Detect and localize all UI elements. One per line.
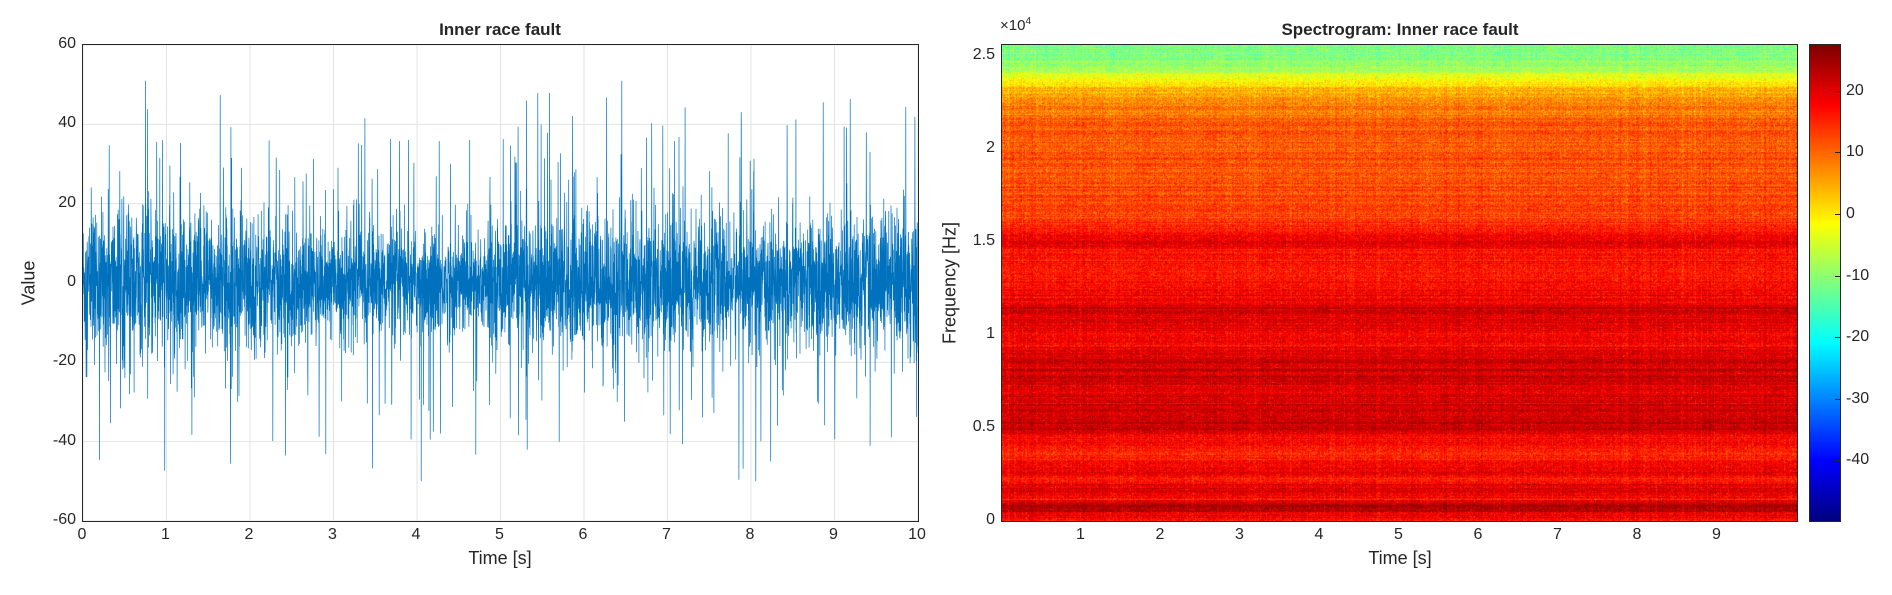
spectrogram-x-tick-label: 6 (1473, 526, 1483, 543)
signal-y-label: Value (18, 260, 39, 306)
y-tick-label: 60 (58, 35, 76, 52)
colorbar-tick-label: -10 (1846, 266, 1870, 284)
x-tick-label: 10 (908, 526, 926, 543)
spectrogram-x-tick-label: 7 (1553, 526, 1562, 543)
spectrogram-y-tick-label: 0.5 (972, 418, 995, 436)
spectrogram-axes (1001, 44, 1798, 522)
signal-svg (83, 45, 918, 521)
spectrogram-y-tick-label: 1 (986, 325, 995, 343)
x-tick-label: 4 (411, 526, 421, 543)
y-tick-label: -60 (52, 511, 76, 528)
colorbar-tick-mark (1835, 152, 1840, 154)
x-tick-label: 3 (328, 526, 337, 543)
x-tick-label: 8 (745, 526, 755, 543)
spectrogram-x-tick-label: 5 (1394, 526, 1403, 543)
colorbar-tick-mark (1835, 213, 1840, 215)
spectrogram-x-tick-label: 2 (1155, 526, 1165, 543)
x-tick-label: 7 (662, 526, 671, 543)
colorbar-tick-mark (1835, 90, 1840, 92)
spectrogram-x-tick-label: 1 (1076, 526, 1085, 543)
colorbar-tick-label: -30 (1846, 389, 1870, 407)
spectrogram-y-tick-label: 1.5 (972, 232, 995, 250)
spectrogram-title: Spectrogram: Inner race fault (1281, 20, 1519, 39)
colorbar-tick-mark (1835, 460, 1840, 462)
x-tick-label: 1 (161, 526, 170, 543)
x-tick-label: 2 (244, 526, 254, 543)
colorbar (1809, 44, 1841, 522)
spectrogram-y-tick-label: 2.5 (972, 46, 995, 64)
spectrogram-x-tick-label: 9 (1712, 526, 1721, 543)
colorbar-tick-label: -40 (1846, 451, 1870, 469)
signal-line (83, 80, 918, 482)
colorbar-tick-mark (1835, 398, 1840, 400)
colorbar-tick-label: 10 (1846, 143, 1864, 161)
spectrogram-x-tick-label: 4 (1314, 526, 1324, 543)
colorbar-tick-label: -20 (1846, 328, 1870, 346)
signal-plot-title: Inner race fault (439, 20, 561, 39)
colorbar-tick-mark (1835, 275, 1840, 277)
spectrogram-x-tick-label: 3 (1235, 526, 1244, 543)
x-tick-label: 6 (578, 526, 588, 543)
y-exponent-power: 4 (1025, 16, 1032, 27)
y-tick-label: 40 (58, 114, 76, 132)
colorbar-tick-label: 0 (1846, 204, 1855, 222)
y-tick-label: 0 (67, 273, 76, 290)
spectrogram-x-label: Time [s] (1368, 548, 1432, 568)
x-tick-label: 0 (77, 526, 87, 543)
y-tick-label: 20 (58, 193, 76, 211)
spectrogram-x-tick-label: 8 (1632, 526, 1642, 543)
spectrogram-y-tick-label: 0 (986, 511, 995, 528)
signal-axes (82, 44, 919, 522)
spectrogram-y-label: Frequency [Hz] (939, 221, 960, 345)
x-tick-label: 5 (495, 526, 504, 543)
spectrogram-y-tick-label: 2 (986, 139, 995, 157)
y-tick-label: -20 (52, 352, 76, 370)
x-tick-label: 9 (829, 526, 838, 543)
y-tick-label: -40 (52, 431, 76, 449)
colorbar-tick-label: 20 (1846, 81, 1864, 99)
signal-x-label: Time [s] (468, 548, 532, 568)
y-exponent-label: ×104 (1000, 16, 1031, 34)
spectrogram-image (1002, 45, 1797, 521)
colorbar-tick-mark (1835, 337, 1840, 339)
colorbar-gradient (1810, 45, 1840, 521)
y-exponent-base: ×10 (1000, 17, 1026, 34)
